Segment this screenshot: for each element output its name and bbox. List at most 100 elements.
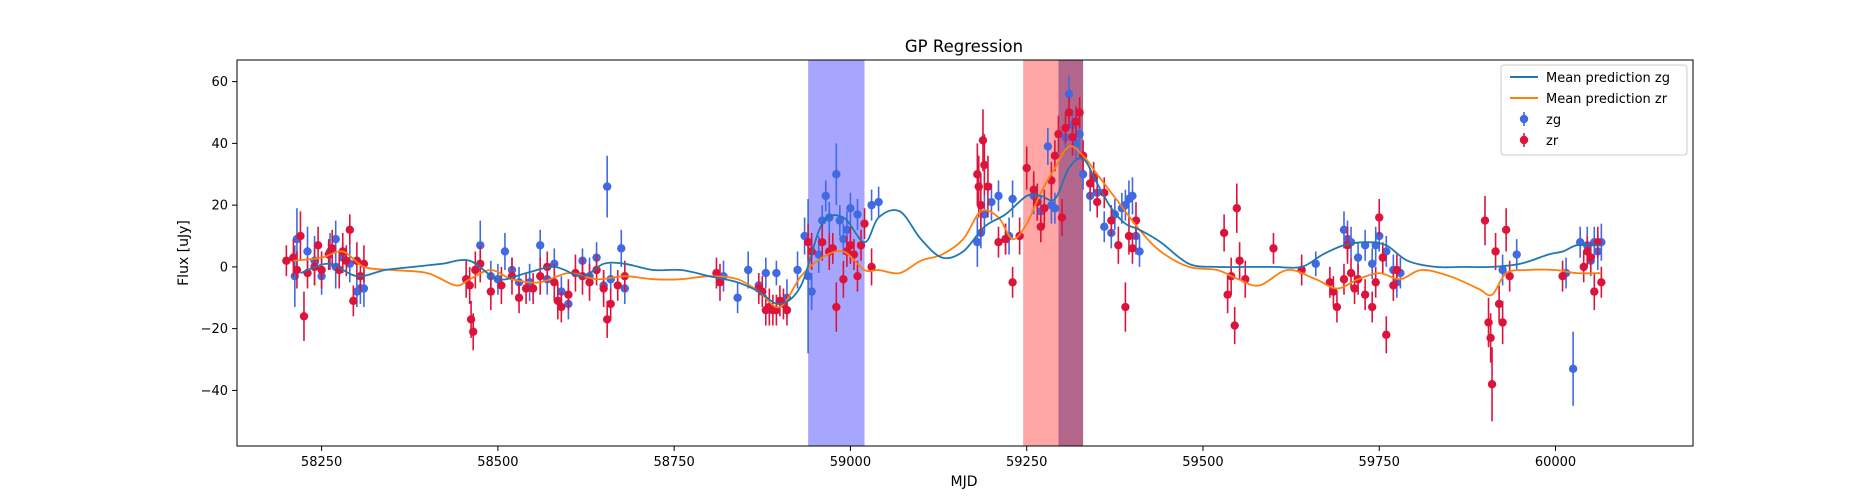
zr-point bbox=[553, 296, 563, 306]
zr-point bbox=[466, 315, 476, 324]
zg-point bbox=[761, 268, 771, 278]
zr-point bbox=[1050, 151, 1060, 160]
legend-label-zg: zg bbox=[1546, 113, 1561, 128]
mean-prediction-lines bbox=[293, 145, 1602, 309]
x-tick-label: 58500 bbox=[477, 455, 518, 470]
zr-point bbox=[564, 290, 573, 299]
zr-point bbox=[1487, 380, 1497, 389]
zr-point bbox=[461, 275, 471, 284]
x-axis-label: MJD bbox=[951, 474, 978, 490]
zg-point bbox=[1512, 250, 1521, 259]
zr-point bbox=[1093, 197, 1102, 207]
zr-point bbox=[1068, 133, 1077, 142]
zr-point bbox=[980, 160, 989, 170]
x-tick-label: 59000 bbox=[830, 455, 871, 470]
zr-point bbox=[1389, 281, 1398, 290]
zg-point bbox=[500, 247, 510, 256]
zr-point bbox=[1494, 299, 1504, 309]
zr-point bbox=[486, 287, 496, 296]
zr-point bbox=[299, 312, 309, 321]
zg-point bbox=[839, 234, 848, 244]
legend-marker-zr-dot bbox=[1519, 135, 1529, 145]
zr-point bbox=[1001, 234, 1010, 244]
zr-point bbox=[592, 265, 601, 275]
zg-point bbox=[874, 197, 883, 207]
zg-point bbox=[535, 241, 545, 250]
zg-point bbox=[800, 231, 809, 241]
zr-point bbox=[1501, 225, 1511, 235]
x-tick-label: 60000 bbox=[1535, 455, 1576, 470]
zr-point bbox=[1583, 247, 1592, 256]
zr-point bbox=[296, 231, 305, 241]
zg-point bbox=[733, 293, 742, 302]
zr-point bbox=[1325, 278, 1335, 287]
zr-point bbox=[602, 315, 612, 324]
zg-point bbox=[994, 191, 1003, 201]
zr-point bbox=[585, 278, 594, 287]
zr-point bbox=[327, 244, 337, 253]
zg-point bbox=[602, 182, 612, 191]
zr-point bbox=[1558, 271, 1567, 281]
zr-point bbox=[994, 237, 1003, 247]
zr-point bbox=[846, 241, 855, 250]
y-tick-label: 40 bbox=[211, 137, 228, 152]
zg-point bbox=[1568, 364, 1578, 373]
zr-point bbox=[1593, 237, 1603, 247]
zr-point bbox=[342, 256, 351, 265]
zr-point bbox=[818, 237, 827, 247]
legend-box bbox=[1500, 64, 1688, 156]
zr-point bbox=[1064, 108, 1074, 117]
zr-point bbox=[1498, 318, 1507, 327]
zg-point bbox=[973, 237, 982, 247]
zg-point bbox=[1353, 253, 1363, 262]
zr-point bbox=[803, 237, 813, 247]
zr-point bbox=[1382, 330, 1391, 340]
x-tick-label: 59250 bbox=[1006, 455, 1047, 470]
zg-point bbox=[743, 265, 753, 275]
zg-point bbox=[331, 234, 340, 244]
zr-point bbox=[1235, 256, 1244, 265]
x-tick-label: 59500 bbox=[1182, 455, 1223, 470]
zr-point bbox=[782, 305, 792, 315]
zr-point bbox=[313, 241, 323, 250]
zr-point bbox=[976, 200, 986, 210]
zr-point bbox=[469, 327, 478, 336]
zg-point bbox=[835, 216, 845, 225]
zg-point bbox=[550, 259, 559, 269]
y-tick-label: 20 bbox=[211, 199, 228, 214]
zr-point bbox=[528, 284, 538, 293]
zr-point bbox=[1484, 318, 1493, 327]
shaded-region-2 bbox=[1023, 60, 1059, 446]
zr-point bbox=[1371, 278, 1380, 287]
zr-point bbox=[860, 219, 869, 228]
legend-swatch-zg bbox=[1519, 112, 1529, 126]
x-tick-label: 58750 bbox=[653, 455, 694, 470]
zg-point bbox=[772, 268, 781, 278]
zr-point bbox=[535, 271, 545, 281]
zr-point bbox=[1392, 265, 1402, 275]
zr-point bbox=[317, 265, 326, 275]
zr-point bbox=[1505, 271, 1514, 281]
x-tick-label: 58250 bbox=[301, 455, 342, 470]
zg-point bbox=[557, 287, 566, 296]
zg-point bbox=[1078, 170, 1088, 179]
zr-point bbox=[983, 182, 993, 191]
zg-point bbox=[987, 197, 996, 207]
y-tick-label: 0 bbox=[220, 260, 228, 275]
chart-title: GP Regression bbox=[905, 37, 1023, 56]
zr-point bbox=[1040, 204, 1049, 213]
zg-point bbox=[1064, 89, 1074, 99]
zg-point bbox=[1075, 129, 1084, 139]
zr-point bbox=[867, 262, 876, 272]
zr-point bbox=[599, 284, 608, 293]
zr-point bbox=[828, 244, 837, 253]
legend-label-mean-zr: Mean prediction zr bbox=[1546, 92, 1668, 107]
zr-point bbox=[1491, 247, 1500, 256]
zg-point bbox=[842, 225, 852, 235]
zr-point bbox=[1124, 231, 1134, 241]
zr-point bbox=[1590, 287, 1599, 296]
zr-point bbox=[613, 281, 622, 290]
zr-point bbox=[1269, 244, 1278, 253]
zg-point bbox=[1135, 247, 1144, 256]
zg-point bbox=[1128, 191, 1137, 201]
